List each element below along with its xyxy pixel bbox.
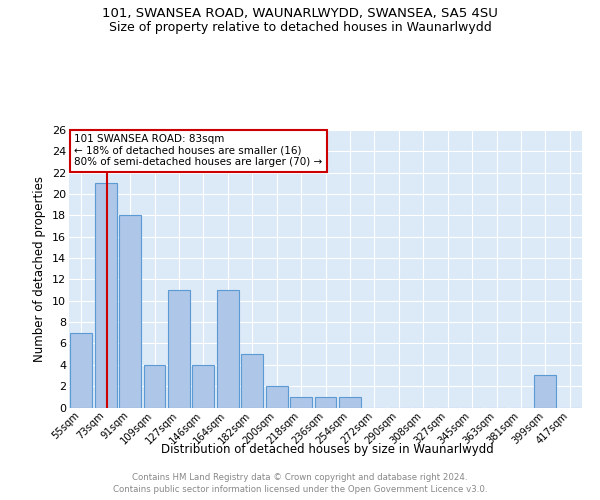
Bar bbox=[535, 376, 556, 408]
Y-axis label: Number of detached properties: Number of detached properties bbox=[34, 176, 46, 362]
Bar bbox=[339, 397, 361, 407]
Bar bbox=[314, 397, 337, 407]
Bar bbox=[168, 290, 190, 408]
Text: 101, SWANSEA ROAD, WAUNARLWYDD, SWANSEA, SA5 4SU: 101, SWANSEA ROAD, WAUNARLWYDD, SWANSEA,… bbox=[102, 8, 498, 20]
Bar bbox=[70, 333, 92, 407]
Text: Contains public sector information licensed under the Open Government Licence v3: Contains public sector information licen… bbox=[113, 485, 487, 494]
Bar bbox=[290, 397, 312, 407]
Bar bbox=[143, 365, 166, 408]
Text: Size of property relative to detached houses in Waunarlwydd: Size of property relative to detached ho… bbox=[109, 22, 491, 35]
Text: Distribution of detached houses by size in Waunarlwydd: Distribution of detached houses by size … bbox=[161, 442, 493, 456]
Bar bbox=[119, 216, 141, 408]
Bar bbox=[266, 386, 287, 407]
Bar bbox=[95, 184, 116, 408]
Bar bbox=[193, 365, 214, 408]
Bar bbox=[241, 354, 263, 408]
Bar bbox=[217, 290, 239, 408]
Text: 101 SWANSEA ROAD: 83sqm
← 18% of detached houses are smaller (16)
80% of semi-de: 101 SWANSEA ROAD: 83sqm ← 18% of detache… bbox=[74, 134, 322, 168]
Text: Contains HM Land Registry data © Crown copyright and database right 2024.: Contains HM Land Registry data © Crown c… bbox=[132, 472, 468, 482]
